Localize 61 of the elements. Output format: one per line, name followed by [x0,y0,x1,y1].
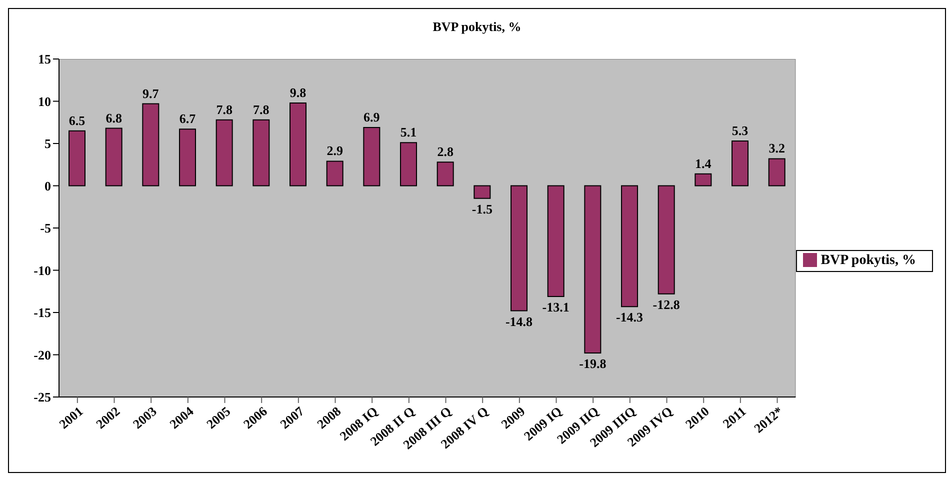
y-tick-label: 0 [44,178,51,194]
x-tick-label: 2002 [93,403,123,432]
data-label: -14.3 [616,310,644,325]
bar [474,185,491,199]
data-label: 3.2 [768,140,785,156]
y-tick-label: -20 [34,347,51,362]
data-label: 7.8 [216,102,233,117]
data-label: -19.8 [579,356,607,372]
y-tick-label: -15 [34,305,52,320]
x-tick-label: 2008 [314,403,344,432]
data-label: 6.8 [106,110,122,126]
y-tick-label: -25 [34,390,52,405]
bar [105,128,122,186]
bar [326,160,344,186]
bar [694,173,712,186]
legend-label: BVP pokytis, % [820,252,916,268]
data-label: -13.1 [542,299,570,314]
data-label: 6.9 [364,109,380,124]
bar [584,185,602,354]
data-label: 7.8 [253,102,270,117]
bar [68,130,86,186]
bar [732,140,749,186]
x-tick-label: 2004 [166,403,197,432]
x-tick-label: 2009 [498,403,528,432]
bar [400,142,418,186]
bar [179,128,196,186]
x-tick-label: 2010 [682,403,712,432]
data-label: 6.7 [179,111,196,126]
data-label: 9.8 [290,84,307,100]
y-tick-label: 15 [38,52,52,67]
data-label: 2.9 [326,143,344,158]
data-label: -1.5 [472,201,493,216]
bar [290,102,307,186]
bar [658,185,675,294]
x-tick-label: 2006 [240,403,270,432]
y-tick-label: -5 [40,220,52,236]
bar [252,119,270,186]
data-label: 5.3 [732,122,749,138]
x-tick-label: 2003 [130,403,160,432]
data-label: 2.8 [437,144,454,160]
bar [547,185,564,297]
data-label: 9.7 [142,86,160,101]
x-tick-label: 2011 [720,403,749,432]
y-tick-label: 5 [44,136,52,152]
bar [216,119,233,186]
bar [436,162,454,186]
y-tick-label: -10 [34,262,51,278]
bar [768,158,786,186]
chart-title: BVP pokytis, % [432,18,522,36]
data-label: -12.8 [652,296,680,312]
bar [510,185,528,312]
x-tick-label: 2001 [56,403,86,432]
data-label: -14.8 [505,314,534,329]
y-tick-label: 10 [38,94,51,109]
data-label: 5.1 [400,124,417,140]
bar [621,185,638,308]
bar [142,103,160,186]
x-tick-label: 2005 [204,403,234,432]
data-label: 1.4 [695,156,712,171]
data-label: 6.5 [68,112,86,128]
bar [363,126,380,186]
